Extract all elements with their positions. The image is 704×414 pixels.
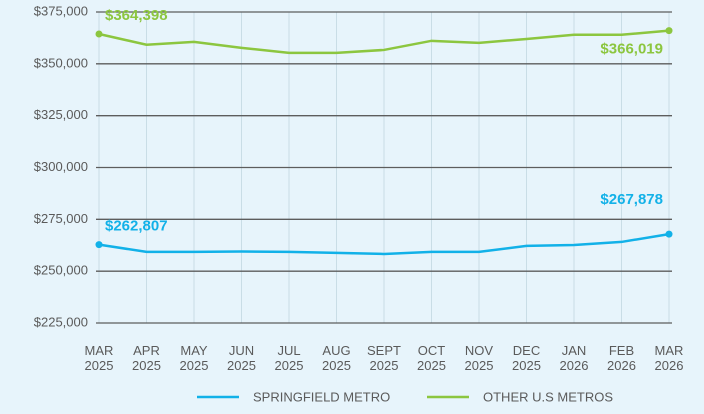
legend-label: SPRINGFIELD METRO xyxy=(253,389,390,404)
series-line xyxy=(98,232,670,256)
legend-label: OTHER U.S METROS xyxy=(483,389,613,404)
series-line xyxy=(98,29,670,55)
end-point xyxy=(95,241,103,249)
end-point xyxy=(665,27,673,35)
x-tick-label: APR 2025 xyxy=(132,343,161,373)
y-tick-label: $225,000 xyxy=(34,314,88,329)
x-tick-label: NOV 2025 xyxy=(465,343,494,373)
value-label: $366,019 xyxy=(600,41,663,58)
y-tick-label: $375,000 xyxy=(34,3,88,18)
end-point xyxy=(665,230,673,238)
x-tick-label: JUN 2025 xyxy=(227,343,256,373)
end-point xyxy=(95,30,103,38)
x-tick-label: JAN 2026 xyxy=(560,343,589,373)
x-tick-label: AUG 2025 xyxy=(322,343,351,373)
x-tick-label: MAY 2025 xyxy=(180,343,209,373)
y-tick-label: $250,000 xyxy=(34,263,88,278)
x-tick-label: JUL 2025 xyxy=(275,343,304,373)
x-tick-label: SEPT 2025 xyxy=(367,343,401,373)
y-tick-label: $300,000 xyxy=(34,159,88,174)
y-tick-label: $350,000 xyxy=(34,55,88,70)
value-label: $262,807 xyxy=(105,218,168,235)
y-tick-label: $325,000 xyxy=(34,107,88,122)
x-tick-label: MAR 2026 xyxy=(655,343,684,373)
x-tick-label: OCT 2025 xyxy=(417,343,446,373)
y-tick-label: $275,000 xyxy=(34,211,88,226)
value-label: $267,878 xyxy=(600,191,663,208)
value-label: $364,398 xyxy=(105,7,168,24)
x-tick-label: DEC 2025 xyxy=(512,343,541,373)
x-tick-label: FEB 2026 xyxy=(607,343,636,373)
x-tick-label: MAR 2025 xyxy=(85,343,114,373)
